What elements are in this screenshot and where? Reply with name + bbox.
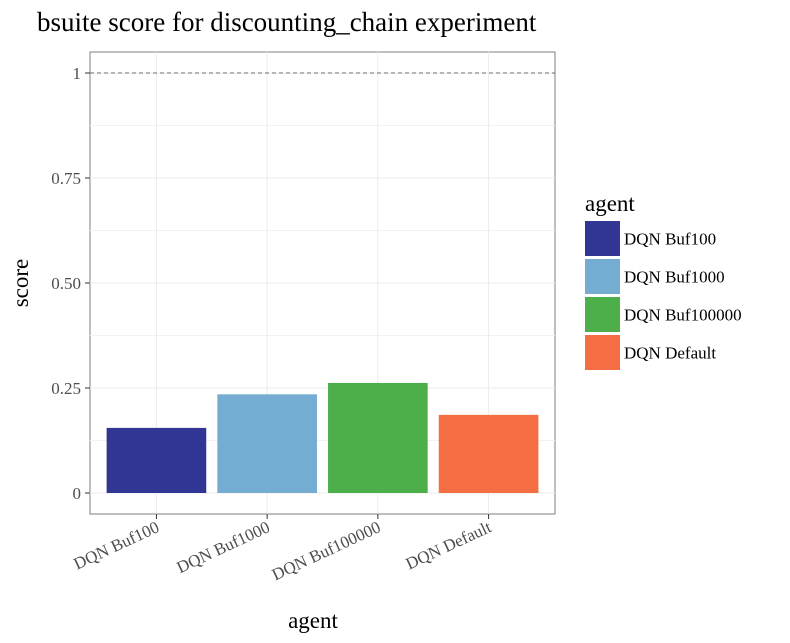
legend-label: DQN Buf100	[624, 230, 716, 249]
legend-key	[585, 297, 620, 332]
legend-label: DQN Buf100000	[624, 306, 742, 325]
x-tick-label: DQN Default	[403, 517, 495, 573]
legend-key	[585, 259, 620, 294]
x-axis-title: agent	[288, 608, 338, 633]
bar-dqn-buf1000	[217, 394, 317, 493]
chart-title: bsuite score for discounting_chain exper…	[37, 7, 537, 37]
legend-label: DQN Buf1000	[624, 268, 725, 287]
x-tick-label: DQN Buf100000	[269, 517, 384, 584]
legend-key	[585, 221, 620, 256]
bar-dqn-buf100000	[328, 382, 428, 493]
y-tick-label: 0.75	[51, 169, 81, 188]
legend-title: agent	[585, 191, 635, 216]
y-axis-ticks: 0 0.25 0.50 0.75 1	[51, 64, 90, 503]
bar-dqn-default	[438, 414, 539, 493]
x-tick-label: DQN Buf100	[71, 517, 162, 573]
bars	[106, 382, 539, 493]
y-tick-label: 0.50	[51, 274, 81, 293]
legend-key	[585, 335, 620, 370]
bar-dqn-buf100	[106, 427, 207, 493]
legend: agent DQN Buf100 DQN Buf1000 DQN Buf100000…	[585, 191, 742, 370]
x-tick-label: DQN Buf1000	[174, 517, 273, 577]
legend-label: DQN Default	[624, 344, 716, 363]
y-axis-title: score	[8, 259, 33, 308]
y-tick-label: 0.25	[51, 379, 81, 398]
y-tick-label: 0	[73, 484, 82, 503]
y-tick-label: 1	[73, 64, 82, 83]
